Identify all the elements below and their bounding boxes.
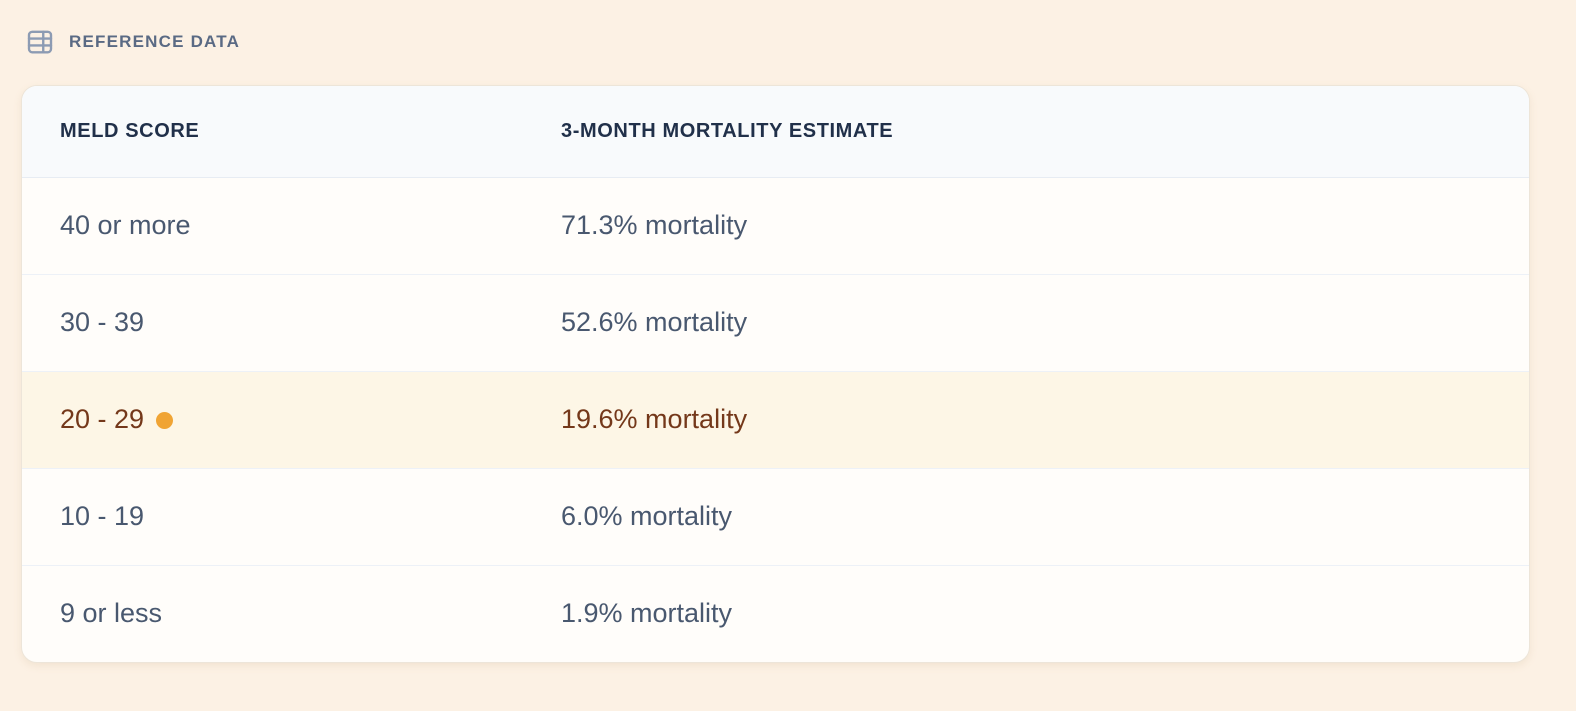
highlight-dot-icon: [156, 412, 174, 429]
table-row: 40 or more 71.3% mortality: [22, 177, 1529, 274]
meld-score-value: 30 - 39: [60, 307, 145, 337]
mortality-cell: 71.3% mortality: [561, 210, 748, 240]
meld-score-value: 40 or more: [60, 210, 191, 240]
table-row: 9 or less 1.9% mortality: [22, 565, 1529, 662]
reference-table: MELD SCORE 3-MONTH MORTALITY ESTIMATE 40…: [22, 86, 1529, 662]
table-icon: [25, 27, 55, 57]
meld-score-value: 10 - 19: [60, 501, 145, 531]
column-header-mortality-estimate: 3-MONTH MORTALITY ESTIMATE: [522, 86, 1529, 178]
page: REFERENCE DATA MELD SCORE 3-MONTH MORTAL…: [21, 26, 1530, 663]
meld-score-value: 9 or less: [60, 598, 163, 629]
meld-score-cell: 20 - 29: [22, 371, 522, 468]
table-header-row: MELD SCORE 3-MONTH MORTALITY ESTIMATE: [22, 86, 1529, 178]
table-row: 10 - 19 6.0% mortality: [22, 468, 1529, 565]
meld-score-cell: 9 or less: [22, 565, 522, 662]
meld-score-cell: 10 - 19: [22, 468, 522, 565]
table-row-highlighted: 20 - 29 19.6% mortality: [22, 371, 1529, 468]
meld-score-cell: 40 or more: [22, 177, 522, 274]
table-row: 30 - 39 52.6% mortality: [22, 274, 1529, 371]
reference-table-card: MELD SCORE 3-MONTH MORTALITY ESTIMATE 40…: [21, 85, 1530, 663]
meld-score-value: 20 - 29: [60, 404, 145, 434]
section-header: REFERENCE DATA: [25, 26, 1530, 58]
mortality-cell: 52.6% mortality: [561, 307, 748, 337]
mortality-cell: 1.9% mortality: [561, 598, 733, 629]
column-header-meld-score: MELD SCORE: [22, 86, 522, 178]
mortality-cell: 19.6% mortality: [561, 404, 748, 434]
meld-score-cell: 30 - 39: [22, 274, 522, 371]
mortality-cell: 6.0% mortality: [561, 501, 733, 531]
section-title: REFERENCE DATA: [69, 32, 241, 51]
